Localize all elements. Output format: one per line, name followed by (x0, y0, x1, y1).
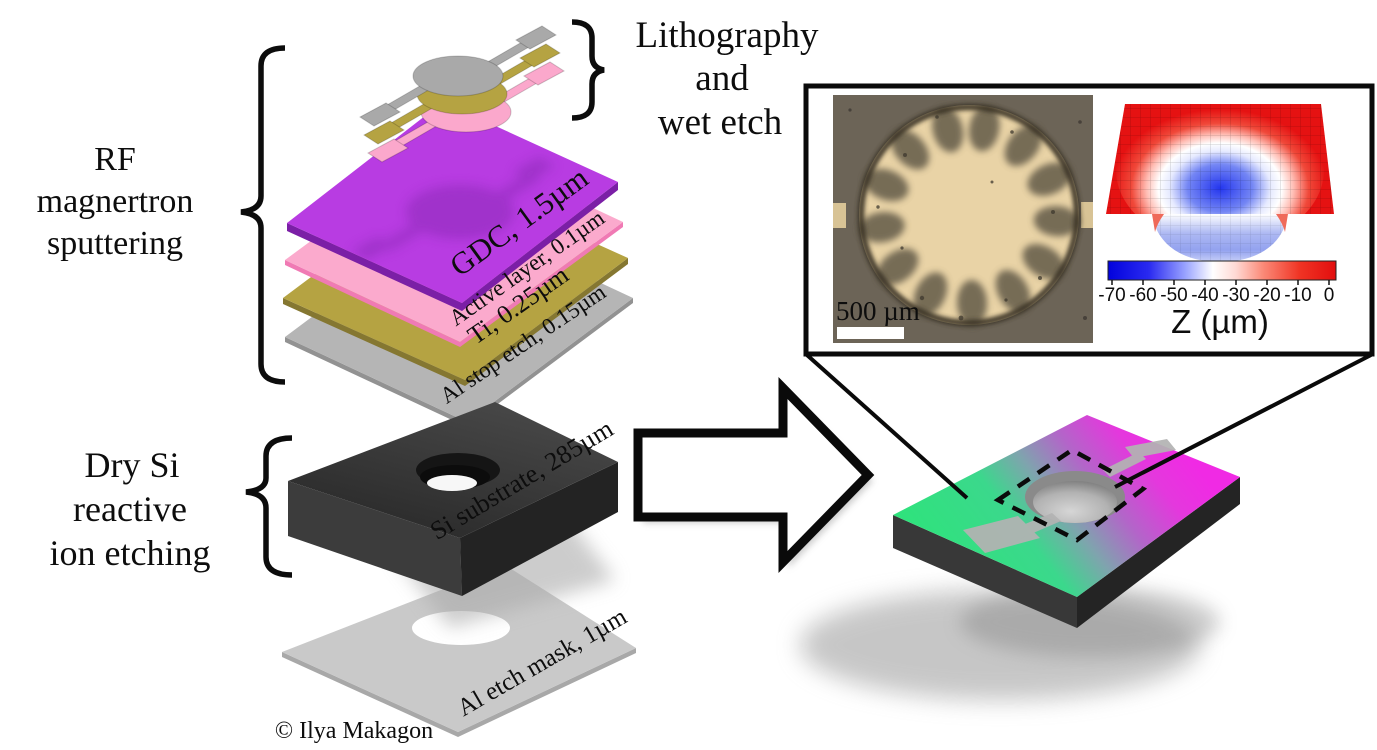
device-electrode-bottom-stem (1008, 513, 1061, 540)
device-left-face (893, 515, 1077, 628)
device-dashed-outline (993, 447, 1148, 543)
label-dry-etching: Dry Si reactive ion etching (50, 445, 211, 573)
scale-bar-label: 500 µm (836, 296, 920, 326)
membrane-wrinkles (858, 105, 1080, 326)
photo-left-tab (833, 203, 846, 228)
al-mask-top (282, 565, 636, 732)
brace-lithography (571, 19, 605, 121)
photo-right-tab (1081, 202, 1093, 228)
substrate-left-face (288, 481, 462, 596)
colorbar-tick-2: -50 (1160, 285, 1187, 306)
final-device (800, 415, 1240, 700)
membrane-edge-ring (857, 103, 1081, 327)
process-arrow (633, 376, 875, 574)
label-lithography: Lithography and wet etch (636, 15, 819, 143)
colorbar-tick-3: -40 (1191, 285, 1218, 306)
colorbar-ticks (1111, 280, 1330, 285)
dry-line-1: Dry Si (84, 445, 179, 485)
membrane-specks (876, 115, 1055, 321)
arrow-body (633, 376, 875, 574)
colorbar-gradient (1107, 260, 1337, 281)
colorbar: -70 -60 -50 -40 -30 -20 -10 0 Z (µm) (1098, 260, 1337, 340)
device-electrodes (963, 439, 1176, 553)
device-electrode-bottom-pad (963, 516, 1040, 553)
plot-underside-edge-right (1276, 214, 1288, 232)
colorbar-tick-1: -60 (1129, 285, 1156, 306)
dry-line-3: ion etching (50, 533, 211, 573)
surface-plot (1106, 104, 1334, 262)
dry-line-2: reactive (73, 489, 187, 529)
litho-line-1: Lithography (636, 15, 819, 56)
gdc-shadow-blob (352, 157, 555, 260)
rf-line-3: sputtering (47, 225, 183, 262)
colorbar-tick-7: 0 (1324, 285, 1335, 306)
scale-bar (837, 327, 904, 339)
layer-gdc (287, 102, 618, 311)
label-rf-sputtering: RF magnertron sputtering (37, 141, 194, 262)
device-cavity (1033, 481, 1117, 523)
rf-line-2: magnertron (37, 183, 194, 220)
copyright-label: © Ilya Makagon (275, 718, 433, 744)
al-mask-hole (412, 611, 510, 645)
device-electrode-top-stem (1103, 452, 1146, 477)
layer-si-substrate (288, 402, 618, 596)
brace-rf-sputtering (240, 45, 286, 385)
plot-underside-mesh (1152, 214, 1288, 262)
colorbar-tick-4: -30 (1222, 285, 1249, 306)
brace-dry-etching (245, 435, 293, 578)
colorbar-tick-0: -70 (1098, 285, 1125, 306)
plot-underside-edge-left (1152, 214, 1164, 232)
callout-line-right (1114, 353, 1372, 489)
litho-line-2: and (695, 58, 749, 99)
microscope-image: 500 µm (833, 95, 1093, 343)
layer-al-etch-mask (282, 565, 636, 737)
colorbar-axis-label: Z (µm) (1171, 303, 1269, 340)
callout-line-left (805, 353, 969, 500)
litho-line-3: wet etch (658, 102, 783, 143)
substrate-hole-bottom (427, 475, 477, 491)
colorbar-tick-labels: -70 -60 -50 -40 -30 -20 -10 0 (1098, 285, 1334, 306)
colorbar-tick-5: -20 (1253, 285, 1280, 306)
device-right-face (1077, 477, 1240, 628)
inset-panel: 500 µm -70 -60 (803, 83, 1375, 357)
rf-line-1: RF (94, 141, 136, 178)
plot-mesh (1106, 104, 1334, 214)
colorbar-tick-6: -10 (1284, 285, 1311, 306)
substrate-front-face (460, 462, 618, 596)
